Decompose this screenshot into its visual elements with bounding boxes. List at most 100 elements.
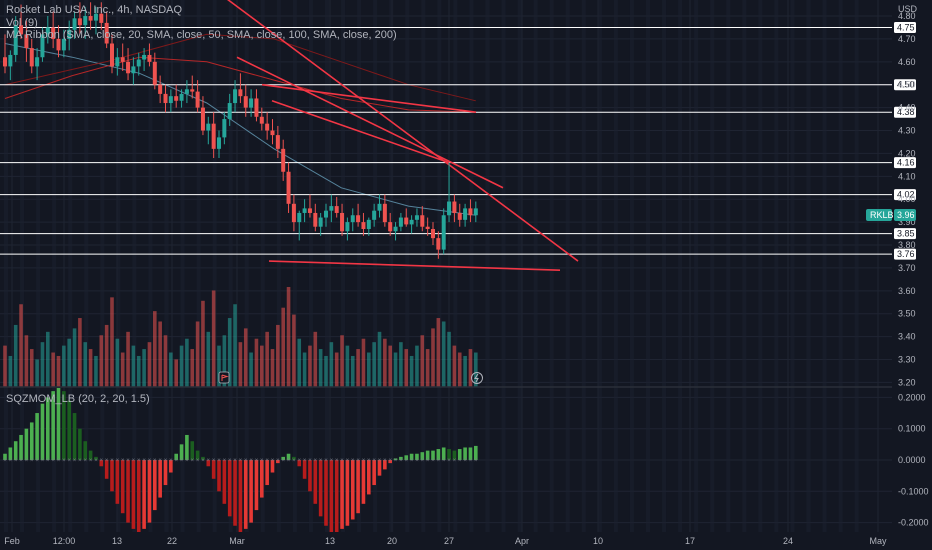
momentum-bar [361,460,366,504]
session-band [758,0,763,532]
trendlines[interactable] [213,0,579,272]
candle-body [200,107,205,131]
momentum-bar [115,460,120,504]
momentum-bar [329,460,334,532]
price-tick-label: 4.20 [898,148,916,158]
squeeze-dot: × [367,458,371,464]
volume-bar [120,352,125,387]
squeeze-dot: × [46,458,50,464]
squeeze-dot: × [415,458,419,464]
price-tick-label: 3.40 [898,332,916,342]
price-tick-label: 4.30 [898,126,916,136]
volume-bar [463,355,467,387]
volume-bar [29,349,34,387]
candle-body [286,171,291,204]
momentum-bar [201,456,205,460]
candle-body [425,226,430,229]
oscillator-axis[interactable]: 0.2000 0.1000 0.0000 -0.1000 -0.2000 [898,392,929,527]
session-band [164,0,169,532]
squeeze-dot: × [281,458,285,464]
candle-body [8,54,13,67]
volume-bar [88,349,93,387]
volume-bar [3,345,7,387]
momentum-bar [136,460,141,532]
squeeze-dot: × [25,458,29,464]
momentum-bar [249,460,253,523]
candle-body [361,222,366,229]
candle-body [110,43,114,67]
trendline[interactable] [268,260,561,272]
squeeze-dot: × [447,458,451,464]
svg-text:4.50: 4.50 [897,80,915,90]
candle-body [441,215,446,250]
candle-body [329,206,334,211]
time-tick-label: 12:00 [53,536,76,546]
session-band [116,0,121,532]
price-tick-label: 3.70 [898,263,916,273]
flag-icon[interactable] [218,371,230,384]
momentum-bar [147,460,152,523]
volume-bar [452,345,457,387]
momentum-bar [163,460,168,486]
trendline[interactable] [236,56,504,189]
squeeze-dot: × [126,458,130,464]
svg-text:4.38: 4.38 [897,107,915,117]
squeeze-dot: × [404,458,408,464]
session-band [228,0,233,532]
momentum-bar [340,460,344,529]
alert-icon[interactable] [471,372,483,384]
candle-body [233,89,238,104]
momentum-bar [153,460,157,511]
squeeze-dot: × [271,458,275,464]
candle-body [318,217,323,227]
session-band [613,0,618,532]
squeeze-dot: × [9,458,13,464]
candle-body [115,57,120,67]
momentum-bar [195,450,200,460]
trendline[interactable] [271,100,450,164]
momentum-bar [179,444,184,460]
price-axis[interactable]: 4.80 4.70 4.60 4.50 4.40 4.30 4.20 4.10 4.00 3.90… [898,11,916,387]
volume-bar [425,349,430,387]
momentum-bar [468,447,473,460]
candle-body [409,219,414,225]
session-band [774,0,779,532]
squeeze-dot: × [372,458,376,464]
time-tick-label: 10 [593,536,603,546]
volume-bar [51,352,55,387]
session-band [373,0,378,532]
momentum-bar [377,460,382,476]
candle-body [131,66,136,74]
momentum-bar [276,460,280,464]
volume-bar [126,331,130,387]
volume-bar [270,349,275,387]
trendline[interactable] [213,0,579,262]
ma-ribbon-legend: MA Ribbon (SMA, close, 20, SMA, close, 5… [6,29,397,41]
squeeze-dot: × [469,458,473,464]
momentum-bar [383,460,387,470]
volume-bar [329,342,334,387]
momentum-bar [474,445,478,460]
candle-body [238,89,243,97]
momentum-bar [431,450,435,460]
squeeze-dot: × [153,458,157,464]
candle-body [463,208,468,220]
squeeze-dot: × [324,458,328,464]
volume-bar [292,314,296,387]
osc-tick-label: 0.2000 [898,392,926,402]
volume-bar [297,338,302,387]
time-tick-label: 22 [167,536,177,546]
momentum-bar [270,460,275,473]
squeeze-dot: × [89,458,93,464]
session-band [100,0,105,532]
candle-body [152,61,157,85]
volume-bar [169,352,173,387]
candle-body [452,201,457,213]
momentum-bar [126,460,130,523]
volume-bar [447,331,451,387]
session-band [597,0,602,532]
ticker-price: 3.96 [897,210,915,220]
time-axis[interactable]: Feb 12:00 13 22 Mar 13 20 27 Apr 10 17 24 May [4,536,887,546]
trendline[interactable] [261,83,477,114]
